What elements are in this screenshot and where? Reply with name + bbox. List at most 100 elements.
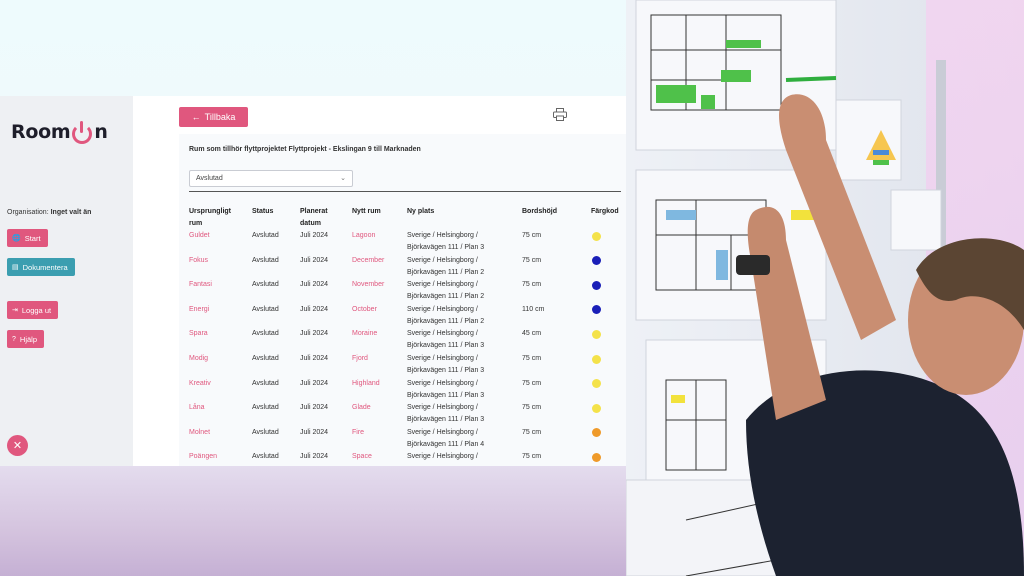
new-room-cell[interactable]: November [352,281,385,289]
background-gradient [0,466,626,576]
color-code-dot [592,305,601,315]
status-cell: Avslutad [252,404,279,412]
original-room-cell[interactable]: Energi [189,305,210,313]
desk-height-cell: 75 cm [522,232,542,239]
planned-date-cell: Juli 2024 [300,404,329,412]
planned-date-cell: Juli 2024 [300,232,329,239]
color-code-dot [592,428,601,438]
start-button[interactable]: 🌐 Start [7,229,48,247]
color-code-dot [592,403,601,413]
color-code-dot [592,452,601,462]
original-room-cell[interactable]: Molnet [189,428,211,436]
arrow-left-icon: ← [191,112,201,122]
help-button-label: Hjälp [19,334,37,344]
status-cell: Avslutad [252,256,279,264]
header-color-code: Färgkod [591,208,619,215]
new-place-cell: Sverige / Helsingborg / [407,232,478,239]
planned-date-cell: Juli 2024 [300,453,329,461]
new-room-cell[interactable]: Fjord [352,355,368,362]
new-room-cell[interactable]: December [352,256,385,264]
header-original-room: Ursprungligt rum [189,208,231,227]
new-place-cell: Björkavägen 111 / Plan 2 [407,293,485,301]
original-room-cell[interactable]: Fokus [189,256,209,264]
status-cell: Avslutad [252,281,279,289]
organisation-label: Organisation: [7,209,49,216]
original-room-cell[interactable]: Poängen [189,453,218,461]
new-place-cell: Björkavägen 111 / Plan 2 [407,317,485,325]
new-place-cell: Sverige / Helsingborg / [407,428,478,436]
new-room-cell[interactable]: Moraine [352,330,378,338]
planned-date-cell: Juli 2024 [300,379,329,387]
new-place-cell: Sverige / Helsingborg / [407,355,478,362]
status-cell: Avslutad [252,330,279,338]
original-room-cell[interactable]: Guldet [189,232,210,239]
header-desk-height: Bordshöjd [522,208,557,215]
new-place-cell: Sverige / Helsingborg / [407,256,478,264]
desk-height-cell: 75 cm [522,256,542,264]
new-room-cell[interactable]: Fire [352,428,365,436]
original-room-cell[interactable]: Fantasi [189,281,212,289]
planned-date-cell: Juli 2024 [300,281,329,289]
color-code-dot [592,256,601,266]
power-icon [71,121,93,144]
new-place-cell: Sverige / Helsingborg / [407,305,478,313]
dokumentera-button[interactable]: ▤ Dokumentera [7,258,75,276]
close-button[interactable]: ✕ [7,435,28,456]
new-room-cell[interactable]: Glade [352,404,371,412]
status-cell: Avslutad [252,379,279,387]
dokumentera-button-label: Dokumentera [22,262,68,272]
status-filter-select[interactable]: Avslutad ⌄ [189,170,353,187]
desk-height-cell: 75 cm [522,281,542,289]
new-room-cell[interactable]: Space [352,453,372,461]
header-new-place: Ny plats [407,208,435,215]
divider [189,191,621,192]
color-code-dot [592,280,601,290]
status-cell: Avslutad [252,453,279,461]
office-photo [626,0,1024,576]
help-button[interactable]: ? Hjälp [7,330,44,348]
new-place-cell: Björkavägen 111 / Plan 3 [407,391,485,399]
organisation-line: Organisation: Inget valt än [7,209,91,216]
original-room-cell[interactable]: Modig [189,355,209,362]
planned-date-cell: Juli 2024 [300,355,329,362]
new-place-cell: Sverige / Helsingborg / [407,453,478,461]
desk-height-cell: 75 cm [522,453,542,461]
color-code-dot [592,329,601,339]
desk-height-cell: 75 cm [522,355,542,362]
main-content: ← Tillbaka Rum som tillhör flyttprojekte… [133,96,626,466]
logout-button[interactable]: ⇥ Logga ut [7,301,59,319]
desk-height-cell: 45 cm [522,330,542,338]
status-cell: Avslutad [252,355,279,362]
organisation-value: Inget valt än [50,209,92,216]
new-place-cell: Björkavägen 111 / Plan 4 [407,440,485,448]
logout-icon: ⇥ [12,307,18,314]
new-place-cell: Sverige / Helsingborg / [407,404,478,412]
original-room-cell[interactable]: Kreativ [189,379,211,387]
document-icon: ▤ [12,264,19,271]
new-room-cell[interactable]: October [352,305,377,313]
original-room-cell[interactable]: Låna [189,404,205,412]
header-new-room: Nytt rum [352,208,381,215]
rooms-panel: Rum som tillhör flyttprojektet Flyttproj… [179,134,626,466]
new-place-cell: Björkavägen 111 / Plan 3 [407,416,485,424]
help-icon: ? [12,335,16,343]
new-room-cell[interactable]: Lagoon [352,232,376,239]
roomon-logo[interactable]: Room n [11,121,108,144]
original-room-cell[interactable]: Spara [189,330,208,338]
header-planned-date: Planerat datum [300,208,328,227]
planned-date-cell: Juli 2024 [300,256,329,264]
new-place-cell: Björkavägen 111 / Plan 3 [407,244,485,251]
back-button[interactable]: ← Tillbaka [179,107,248,127]
sidebar: Room n Organisation: Inget valt än 🌐 Sta… [0,96,133,466]
planned-date-cell: Juli 2024 [300,428,329,436]
color-code-dot [592,231,601,241]
status-cell: Avslutad [252,305,279,313]
printer-icon[interactable] [553,108,567,121]
new-place-cell: Sverige / Helsingborg / [407,379,478,387]
page-title: Rum som tillhör flyttprojektet Flyttproj… [189,146,421,153]
color-code-dot [592,354,601,364]
new-place-cell: Sverige / Helsingborg / [407,330,478,338]
new-place-cell: Björkavägen 111 / Plan 3 [407,342,485,350]
color-code-dot [592,379,601,389]
new-room-cell[interactable]: Highland [352,379,380,387]
